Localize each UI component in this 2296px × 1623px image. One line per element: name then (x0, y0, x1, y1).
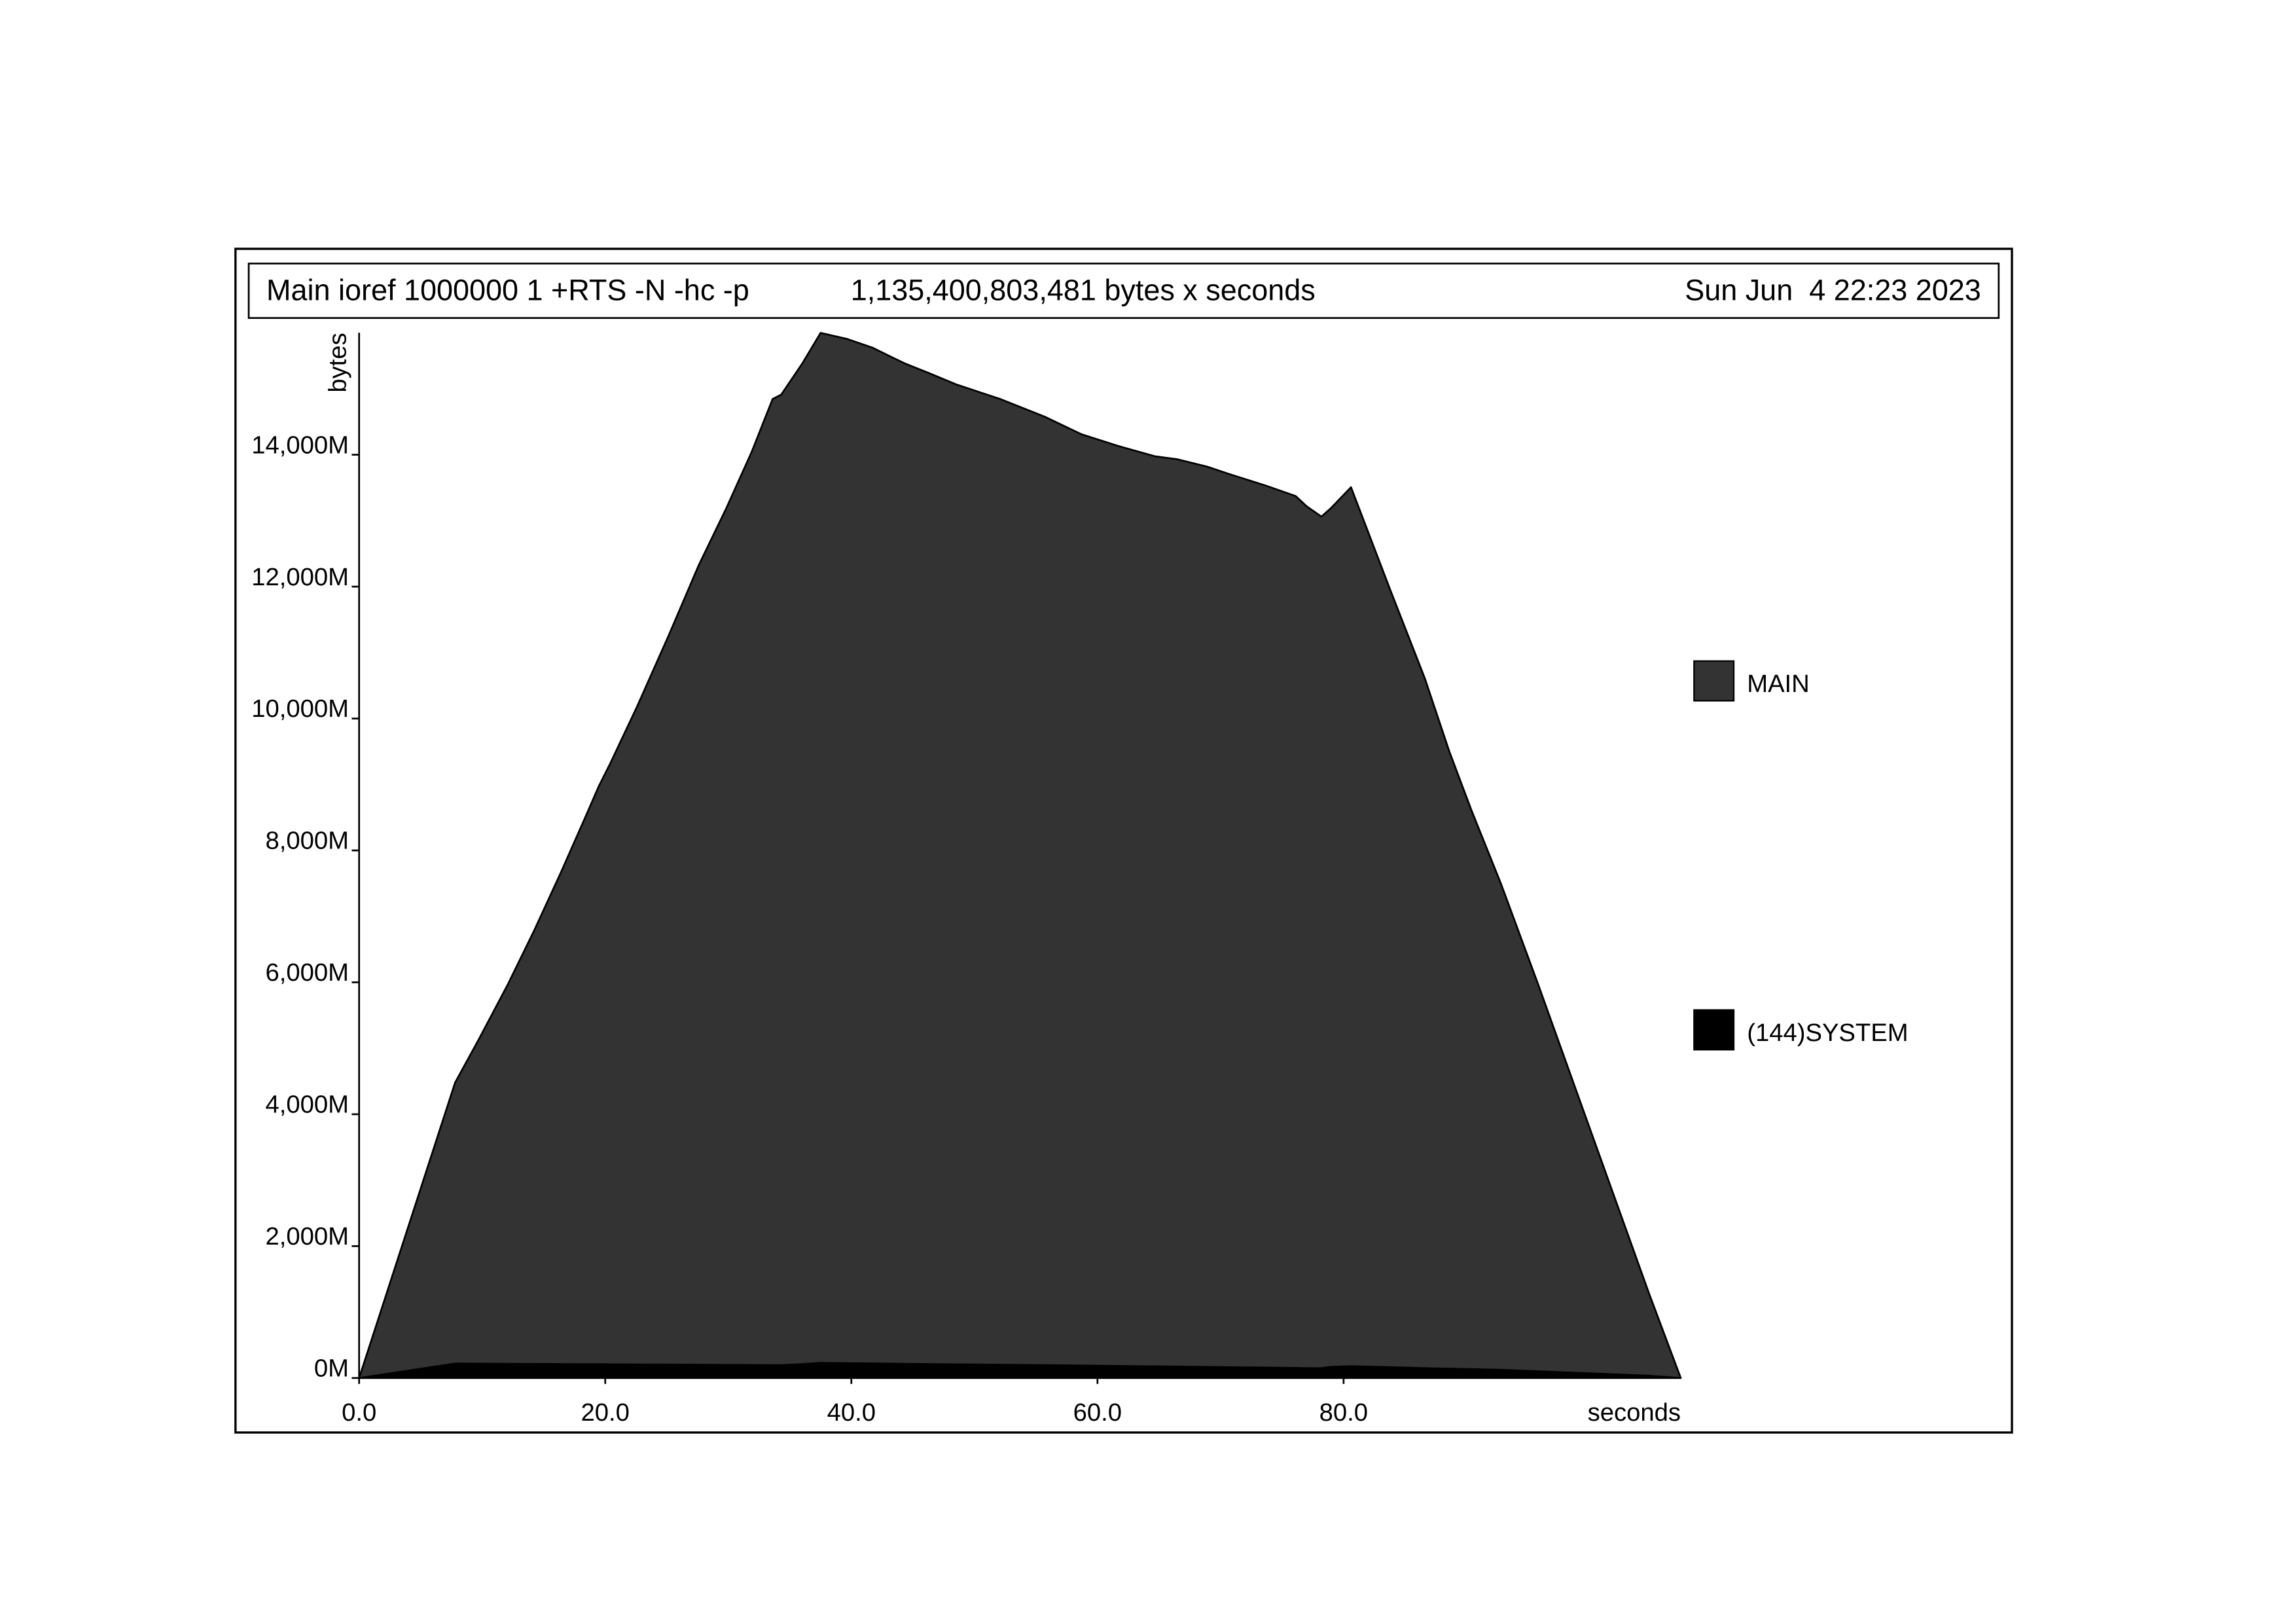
frame (234, 247, 2013, 1434)
x-tick-label: 40.0 (827, 1398, 876, 1427)
y-tick-label: 2,000M (265, 1222, 348, 1250)
legend-swatch (1693, 660, 1735, 702)
y-tick-label: 14,000M (251, 431, 349, 459)
x-tick-label: 0.0 (342, 1398, 376, 1427)
x-tick-label: 60.0 (1073, 1398, 1122, 1427)
y-tick-label: 10,000M (251, 695, 349, 723)
y-tick-label: 0M (314, 1355, 349, 1383)
chart-date: Sun Jun 4 22:23 2023 (1685, 274, 1981, 307)
x-axis-label: seconds (1588, 1398, 1681, 1427)
chart-subtitle: 1,135,400,803,481 bytes x seconds (851, 274, 1316, 307)
y-tick-label: 4,000M (265, 1091, 348, 1119)
chart-title: Main ioref 1000000 1 +RTS -N -hc -p (266, 274, 749, 307)
legend-label: MAIN (1747, 670, 1810, 698)
title-box (247, 263, 2000, 319)
y-tick-label: 8,000M (265, 827, 348, 855)
y-tick-label: 12,000M (251, 563, 349, 591)
y-axis-label: bytes (323, 333, 351, 392)
legend-swatch (1693, 1009, 1735, 1051)
legend-label: (144)SYSTEM (1747, 1019, 1908, 1047)
x-tick-label: 80.0 (1319, 1398, 1368, 1427)
x-tick-label: 20.0 (581, 1398, 630, 1427)
y-tick-label: 6,000M (265, 958, 348, 987)
